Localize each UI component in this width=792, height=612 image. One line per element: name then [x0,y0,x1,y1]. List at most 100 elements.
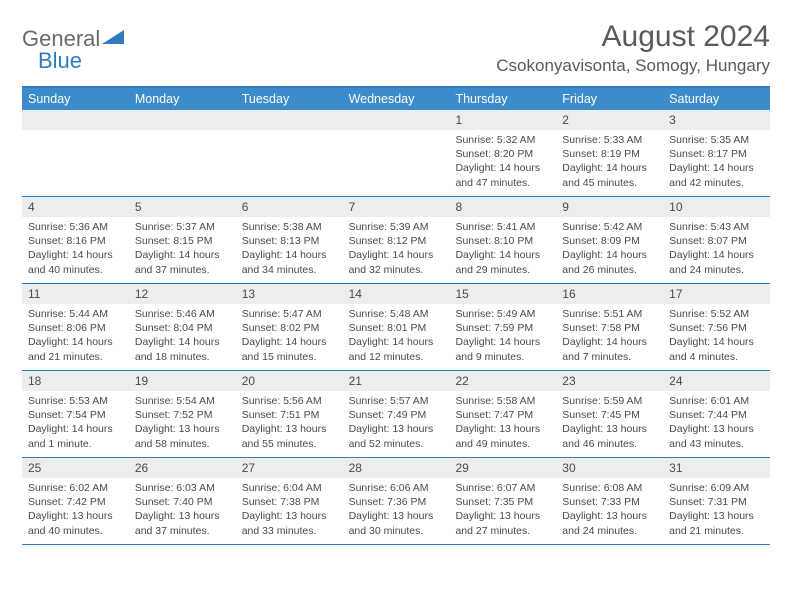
day-cell: 3Sunrise: 5:35 AMSunset: 8:17 PMDaylight… [663,110,770,196]
day-content: Sunrise: 5:43 AMSunset: 8:07 PMDaylight:… [663,217,770,282]
daylight-text: Daylight: 13 hours and 46 minutes. [562,422,657,450]
day-cell: 15Sunrise: 5:49 AMSunset: 7:59 PMDayligh… [449,284,556,370]
sunset-text: Sunset: 8:06 PM [28,321,123,335]
week-row: 18Sunrise: 5:53 AMSunset: 7:54 PMDayligh… [22,371,770,458]
sunset-text: Sunset: 8:07 PM [669,234,764,248]
sunrise-text: Sunrise: 5:35 AM [669,133,764,147]
sunrise-text: Sunrise: 5:51 AM [562,307,657,321]
day-number: 13 [236,284,343,304]
day-cell: 14 Sunrise: 5:48 AMSunset: 8:01 PMDayligh… [343,284,450,370]
sunset-text: Sunset: 8:19 PM [562,147,657,161]
day-number: 30 [556,458,663,478]
day-content: Sunrise: 5:35 AMSunset: 8:17 PMDaylight:… [663,130,770,195]
sunrise-text: Sunrise: 5:43 AM [669,220,764,234]
day-content: Sunrise: 5:41 AMSunset: 8:10 PMDaylight:… [449,217,556,282]
daylight-text: Daylight: 13 hours and 49 minutes. [455,422,550,450]
day-cell: 9Sunrise: 5:42 AMSunset: 8:09 PMDaylight… [556,197,663,283]
daylight-text: Daylight: 14 hours and 15 minutes. [242,335,337,363]
daylight-text: Daylight: 13 hours and 30 minutes. [349,509,444,537]
day-cell: 2Sunrise: 5:33 AMSunset: 8:19 PMDaylight… [556,110,663,196]
day-number: 12 [129,284,236,304]
daylight-text: Daylight: 14 hours and 40 minutes. [28,248,123,276]
daylight-text: Daylight: 14 hours and 45 minutes. [562,161,657,189]
week-row: 25Sunrise: 6:02 AMSunset: 7:42 PMDayligh… [22,458,770,545]
sunset-text: Sunset: 7:49 PM [349,408,444,422]
week-row: 4Sunrise: 5:36 AMSunset: 8:16 PMDaylight… [22,197,770,284]
daylight-text: Daylight: 14 hours and 1 minute. [28,422,123,450]
day-number: 18 [22,371,129,391]
day-cell: 6Sunrise: 5:38 AMSunset: 8:13 PMDaylight… [236,197,343,283]
day-number: 25 [22,458,129,478]
day-cell: 13 Sunrise: 5:47 AMSunset: 8:02 PMDayligh… [236,284,343,370]
day-content: Sunrise: 5:46 AMSunset: 8:04 PMDaylight:… [129,304,236,369]
sunrise-text: Sunrise: 5:47 AM [242,307,337,321]
day-number: 19 [129,371,236,391]
day-number: 16 [556,284,663,304]
sunset-text: Sunset: 8:01 PM [349,321,444,335]
sunset-text: Sunset: 7:51 PM [242,408,337,422]
sunset-text: Sunset: 7:38 PM [242,495,337,509]
day-cell: 25Sunrise: 6:02 AMSunset: 7:42 PMDayligh… [22,458,129,544]
day-number: 14 [343,284,450,304]
sunset-text: Sunset: 8:10 PM [455,234,550,248]
sunrise-text: Sunrise: 6:06 AM [349,481,444,495]
day-content: Sunrise: 5:39 AMSunset: 8:12 PMDaylight:… [343,217,450,282]
daylight-text: Daylight: 14 hours and 34 minutes. [242,248,337,276]
sunrise-text: Sunrise: 5:48 AM [349,307,444,321]
day-number: 28 [343,458,450,478]
daylight-text: Daylight: 14 hours and 26 minutes. [562,248,657,276]
daylight-text: Daylight: 14 hours and 21 minutes. [28,335,123,363]
day-content: Sunrise: 6:03 AMSunset: 7:40 PMDaylight:… [129,478,236,543]
day-number [343,110,450,130]
daylight-text: Daylight: 14 hours and 12 minutes. [349,335,444,363]
month-title: August 2024 [496,20,770,54]
sunset-text: Sunset: 8:12 PM [349,234,444,248]
day-cell: 19Sunrise: 5:54 AMSunset: 7:52 PMDayligh… [129,371,236,457]
daylight-text: Daylight: 14 hours and 42 minutes. [669,161,764,189]
day-number: 17 [663,284,770,304]
day-cell: 24Sunrise: 6:01 AMSunset: 7:44 PMDayligh… [663,371,770,457]
day-number: 3 [663,110,770,130]
sunrise-text: Sunrise: 5:38 AM [242,220,337,234]
dow-wednesday: Wednesday [343,88,450,110]
sunrise-text: Sunrise: 5:44 AM [28,307,123,321]
daylight-text: Daylight: 13 hours and 37 minutes. [135,509,230,537]
dow-monday: Monday [129,88,236,110]
sunrise-text: Sunrise: 6:04 AM [242,481,337,495]
weeks-container: 1Sunrise: 5:32 AMSunset: 8:20 PMDaylight… [22,110,770,545]
day-content: Sunrise: 6:08 AMSunset: 7:33 PMDaylight:… [556,478,663,543]
daylight-text: Daylight: 13 hours and 40 minutes. [28,509,123,537]
dow-sunday: Sunday [22,88,129,110]
day-content: Sunrise: 5:56 AMSunset: 7:51 PMDaylight:… [236,391,343,456]
day-number: 4 [22,197,129,217]
day-cell: 22Sunrise: 5:58 AMSunset: 7:47 PMDayligh… [449,371,556,457]
day-cell: 12Sunrise: 5:46 AMSunset: 8:04 PMDayligh… [129,284,236,370]
sunset-text: Sunset: 8:02 PM [242,321,337,335]
day-cell [22,110,129,196]
sunset-text: Sunset: 7:45 PM [562,408,657,422]
daylight-text: Daylight: 14 hours and 37 minutes. [135,248,230,276]
sunrise-text: Sunrise: 5:57 AM [349,394,444,408]
sunrise-text: Sunrise: 5:56 AM [242,394,337,408]
sunrise-text: Sunrise: 6:03 AM [135,481,230,495]
day-cell [236,110,343,196]
sunset-text: Sunset: 7:33 PM [562,495,657,509]
sunset-text: Sunset: 8:13 PM [242,234,337,248]
day-content: Sunrise: 5:36 AMSunset: 8:16 PMDaylight:… [22,217,129,282]
sunset-text: Sunset: 7:47 PM [455,408,550,422]
daylight-text: Daylight: 14 hours and 29 minutes. [455,248,550,276]
dow-tuesday: Tuesday [236,88,343,110]
daylight-text: Daylight: 13 hours and 52 minutes. [349,422,444,450]
day-content: Sunrise: 5:58 AMSunset: 7:47 PMDaylight:… [449,391,556,456]
sunrise-text: Sunrise: 6:08 AM [562,481,657,495]
sunset-text: Sunset: 7:40 PM [135,495,230,509]
sunrise-text: Sunrise: 5:52 AM [669,307,764,321]
day-number: 1 [449,110,556,130]
sunset-text: Sunset: 8:09 PM [562,234,657,248]
sunset-text: Sunset: 8:15 PM [135,234,230,248]
daylight-text: Daylight: 14 hours and 7 minutes. [562,335,657,363]
day-cell: 21Sunrise: 5:57 AMSunset: 7:49 PMDayligh… [343,371,450,457]
day-content: Sunrise: 5:49 AMSunset: 7:59 PMDaylight:… [449,304,556,369]
day-content: Sunrise: 6:06 AMSunset: 7:36 PMDaylight:… [343,478,450,543]
day-cell: 27Sunrise: 6:04 AMSunset: 7:38 PMDayligh… [236,458,343,544]
